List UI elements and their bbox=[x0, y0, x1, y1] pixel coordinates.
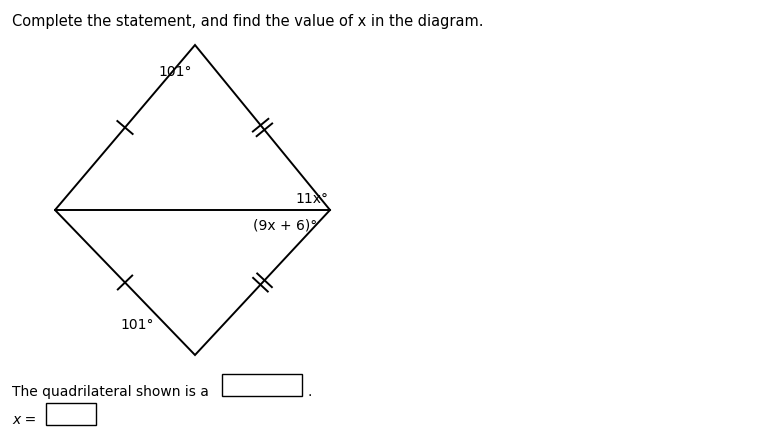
Text: (9x + 6)°: (9x + 6)° bbox=[253, 218, 317, 232]
Text: x =: x = bbox=[12, 413, 37, 427]
Text: The quadrilateral shown is a: The quadrilateral shown is a bbox=[12, 385, 209, 399]
Text: 11x°: 11x° bbox=[295, 192, 328, 206]
Bar bbox=[46, 403, 96, 425]
Bar bbox=[222, 374, 302, 396]
Text: 101°: 101° bbox=[158, 65, 191, 79]
Text: 101°: 101° bbox=[120, 318, 153, 332]
Text: Complete the statement, and find the value of x in the diagram.: Complete the statement, and find the val… bbox=[12, 14, 483, 29]
Text: .: . bbox=[308, 385, 313, 399]
